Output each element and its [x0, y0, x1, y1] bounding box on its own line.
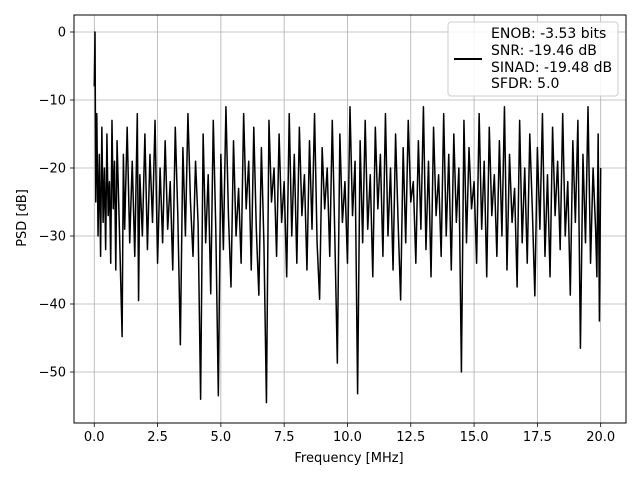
x-axis-label: Frequency [MHz] [294, 451, 403, 466]
x-axis-ticks: 0.0 2.5 5.0 7.5 10.0 12.5 15.0 17.5 20.0 [84, 423, 615, 445]
y-tick-label: −50 [39, 366, 66, 381]
legend-text-snr: SNR: -19.46 dB [491, 43, 597, 59]
psd-series-line [93, 31, 602, 404]
x-tick-label: 5.0 [211, 430, 232, 445]
legend: ENOB: -3.53 bits SNR: -19.46 dB SINAD: -… [447, 21, 619, 97]
x-tick-label: 12.5 [396, 430, 425, 445]
y-tick-label: −10 [39, 94, 66, 109]
y-tick-label: −30 [39, 230, 66, 245]
x-tick-label: 0.0 [84, 430, 105, 445]
axes-frame [73, 14, 627, 424]
x-tick-label: 2.5 [147, 430, 168, 445]
x-tick-label: 17.5 [523, 430, 552, 445]
x-tick-label: 10.0 [333, 430, 362, 445]
legend-box [447, 21, 619, 97]
y-tick-label: −20 [39, 162, 66, 177]
legend-text-sinad: SINAD: -19.48 dB [491, 60, 612, 76]
x-tick-label: 7.5 [274, 430, 295, 445]
plot-area [93, 31, 602, 404]
y-tick-label: −40 [39, 298, 66, 313]
x-tick-label: 20.0 [586, 430, 615, 445]
legend-text-enob: ENOB: -3.53 bits [491, 26, 606, 42]
legend-text-sfdr: SFDR: 5.0 [491, 76, 559, 92]
x-tick-label: 15.0 [460, 430, 489, 445]
y-axis-label: PSD [dB] [15, 189, 30, 247]
y-axis-ticks: 0 −10 −20 −30 −40 −50 [39, 26, 74, 381]
y-tick-label: 0 [58, 26, 66, 41]
